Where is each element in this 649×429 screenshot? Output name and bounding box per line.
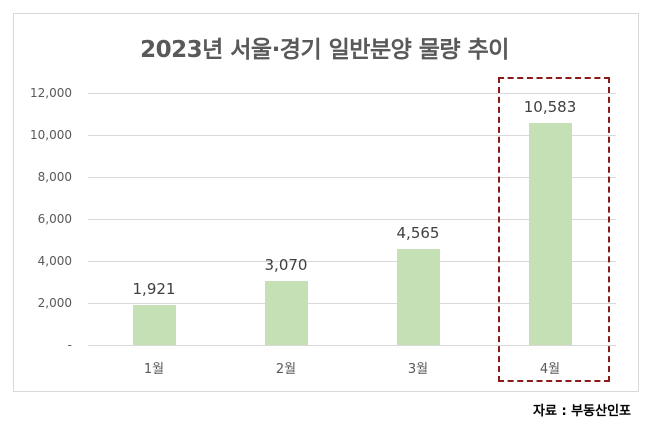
x-tick-label: 2월 bbox=[275, 362, 297, 377]
x-tick-label: 3월 bbox=[407, 362, 429, 377]
source-note: 자료 : 부동산인포 bbox=[533, 404, 631, 419]
y-tick-label: 6,000 bbox=[37, 212, 72, 226]
y-tick-label: 12,000 bbox=[30, 86, 72, 100]
gridline bbox=[88, 93, 616, 94]
gridline bbox=[88, 303, 616, 304]
data-label: 1,921 bbox=[132, 279, 176, 298]
y-tick-label: 10,000 bbox=[30, 128, 72, 142]
bar bbox=[132, 304, 176, 345]
plot-area bbox=[88, 93, 616, 346]
y-tick-label: 2,000 bbox=[37, 296, 72, 310]
bar bbox=[396, 249, 440, 345]
x-tick-label: 4월 bbox=[539, 362, 561, 377]
y-tick-label: 8,000 bbox=[37, 170, 72, 184]
gridline bbox=[88, 219, 616, 220]
data-label: 3,070 bbox=[264, 255, 308, 274]
y-tick-label: - bbox=[67, 338, 72, 352]
gridline bbox=[88, 135, 616, 136]
bar bbox=[528, 122, 572, 345]
data-label: 4,565 bbox=[396, 224, 440, 243]
gridline bbox=[88, 261, 616, 262]
highlight-box-april bbox=[498, 77, 610, 382]
y-tick-label: 4,000 bbox=[37, 254, 72, 268]
chart-title: 2023년 서울·경기 일반분양 물량 추이 bbox=[140, 37, 509, 63]
gridline bbox=[88, 177, 616, 178]
bar bbox=[264, 280, 308, 345]
data-label: 10,583 bbox=[523, 97, 577, 116]
x-tick-label: 1월 bbox=[143, 362, 165, 377]
gridline bbox=[88, 345, 616, 346]
